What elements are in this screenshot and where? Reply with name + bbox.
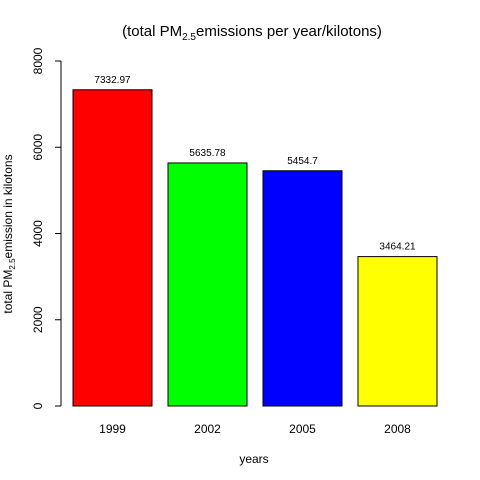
data-label-2005: 5454.7: [287, 156, 318, 167]
category-labels: 1999 2002 2005 2008: [99, 422, 411, 436]
x-tick-label-2005: 2005: [289, 422, 316, 436]
data-labels: 7332.97 5635.78 5454.7 3464.21: [94, 75, 416, 253]
x-tick-label-2002: 2002: [194, 422, 221, 436]
bar-2008: [357, 256, 438, 407]
x-tick-label-2008: 2008: [384, 422, 411, 436]
y-axis-label-sub: 2.5: [8, 258, 17, 270]
bar-1999: [72, 89, 153, 407]
y-axis: 0 2000 4000 6000 8000: [31, 47, 62, 409]
data-label-2002: 5635.78: [189, 148, 226, 159]
y-tick-label: 0: [31, 402, 45, 409]
bar-2002: [167, 162, 248, 407]
bars: [72, 89, 438, 407]
y-axis-label: total PM2.5emission in kilotons: [1, 154, 17, 313]
bar-2005: [262, 170, 343, 407]
x-tick-label-1999: 1999: [99, 422, 126, 436]
chart-title-pre: (total PM: [122, 23, 182, 40]
y-tick-label: 4000: [31, 220, 45, 247]
chart-title: (total PM2.5emissions per year/kilotons): [122, 23, 382, 43]
data-label-1999: 7332.97: [94, 75, 131, 86]
y-tick-label: 8000: [31, 47, 45, 74]
chart-title-post: emissions per year/kilotons): [196, 23, 382, 40]
y-axis-label-post: emission in kilotons: [1, 154, 15, 258]
x-axis-label: years: [239, 452, 268, 466]
y-tick-label: 2000: [31, 306, 45, 333]
data-label-2008: 3464.21: [379, 242, 416, 253]
chart-title-sub: 2.5: [182, 32, 196, 43]
y-axis-label-pre: total PM: [1, 270, 15, 314]
y-tick-label: 6000: [31, 134, 45, 161]
